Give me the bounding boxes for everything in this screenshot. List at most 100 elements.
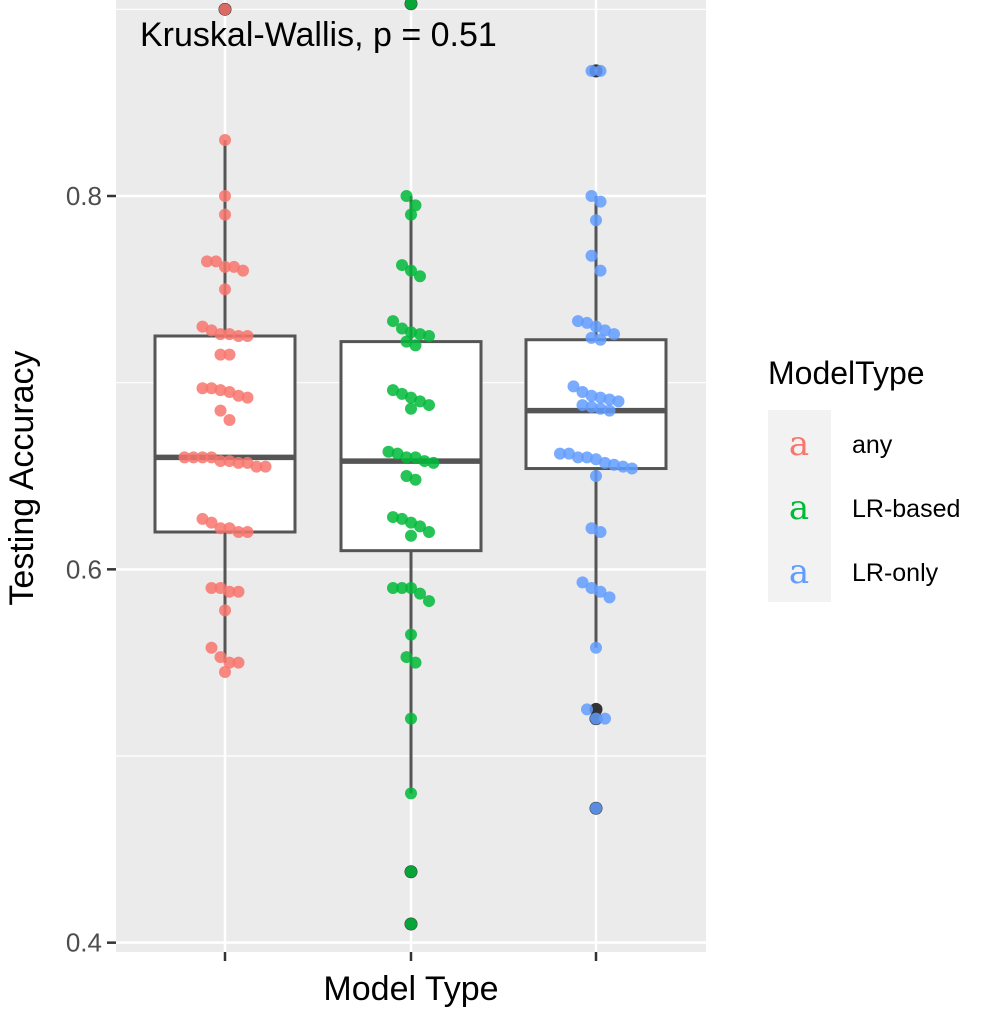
y-tick-label: 0.6 (66, 554, 102, 584)
data-point (232, 389, 245, 402)
data-point (210, 255, 222, 268)
data-point (585, 331, 598, 344)
data-point (241, 391, 254, 404)
data-point (423, 526, 435, 538)
data-point (223, 414, 236, 426)
data-point (590, 214, 602, 227)
data-point (594, 402, 607, 415)
data-point (409, 451, 422, 464)
legend-key-glyph: a (789, 488, 809, 528)
data-point (237, 264, 249, 277)
data-point (581, 316, 593, 329)
data-point (405, 628, 417, 641)
data-point (382, 445, 395, 458)
data-point (594, 526, 607, 538)
data-point (590, 641, 602, 654)
data-point (590, 453, 602, 466)
data-point (423, 595, 435, 608)
legend-key-background (768, 410, 831, 602)
data-point (603, 591, 616, 604)
data-point (387, 511, 399, 524)
data-point (414, 587, 426, 600)
data-point (576, 386, 589, 398)
box-LR-based (339, 340, 483, 553)
data-point (205, 582, 218, 594)
data-point (400, 335, 413, 348)
data-point (405, 326, 417, 339)
data-point (590, 712, 602, 725)
data-point (585, 249, 598, 262)
data-point (418, 455, 431, 468)
data-point (232, 456, 245, 469)
data-point (423, 330, 435, 342)
data-point (396, 512, 408, 525)
data-point (214, 348, 227, 361)
data-point (594, 64, 607, 77)
legend-label-LR-only: LR-only (852, 559, 939, 587)
data-point (585, 582, 598, 594)
data-point (250, 460, 263, 473)
y-tick-label: 0.4 (66, 928, 102, 958)
data-point (414, 270, 426, 283)
data-point (405, 529, 417, 542)
legend-label-LR-based: LR-based (852, 495, 960, 523)
legend-key-glyph: a (789, 424, 809, 464)
data-point (219, 208, 231, 221)
data-point (563, 447, 575, 460)
data-point (201, 255, 213, 268)
legend-entries: a any a LR-based a LR-only (789, 424, 961, 592)
data-point (585, 64, 598, 77)
data-point (223, 386, 236, 398)
data-point (567, 380, 580, 393)
y-tick-label: 0.8 (66, 181, 102, 211)
data-point (599, 324, 611, 337)
data-point (400, 470, 413, 482)
data-point (178, 451, 191, 464)
data-point (219, 666, 231, 678)
data-point (612, 395, 625, 408)
data-point (594, 585, 607, 598)
data-point (594, 195, 607, 208)
data-point (581, 451, 593, 464)
data-point (617, 460, 629, 473)
data-point (241, 456, 254, 469)
outlier-point (589, 702, 603, 716)
data-point (219, 134, 231, 146)
data-point (214, 404, 227, 417)
data-point (232, 526, 245, 538)
data-point (219, 190, 231, 202)
data-point (409, 473, 422, 486)
data-point (387, 384, 399, 397)
axis-layer: 0.4 0.6 0.8 (66, 181, 598, 961)
data-point (599, 456, 611, 469)
data-point (594, 333, 607, 346)
data-point (400, 190, 413, 202)
data-point (396, 322, 408, 335)
data-point (187, 451, 200, 464)
x-axis-title: Model Type (323, 970, 498, 1008)
legend-label-any: any (852, 431, 893, 459)
data-point (603, 393, 616, 406)
data-point (214, 328, 227, 341)
data-point (223, 455, 236, 468)
data-point (585, 389, 598, 402)
data-point (196, 512, 209, 525)
box-any (153, 334, 297, 534)
data-point (599, 712, 611, 725)
data-point (219, 3, 231, 16)
data-point (414, 395, 426, 408)
data-point (223, 522, 236, 535)
data-point (214, 384, 227, 397)
data-point (205, 641, 218, 654)
data-point (405, 865, 417, 878)
legend: ModelType a any a LR-based a LR-only (768, 355, 960, 602)
data-point (585, 522, 598, 535)
data-point (594, 264, 607, 277)
data-point (608, 458, 620, 471)
data-point (223, 328, 236, 341)
legend-title: ModelType (768, 355, 925, 391)
data-point (396, 582, 408, 594)
data-point (608, 328, 620, 341)
data-point (590, 320, 602, 333)
